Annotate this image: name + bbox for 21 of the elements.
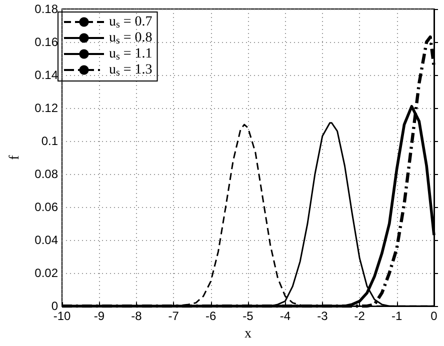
x-axis-title: x (244, 326, 252, 342)
y-tick-label: 0.1 (41, 134, 58, 148)
y-axis-title: f (8, 154, 22, 160)
x-tick-label: -2 (354, 309, 366, 324)
x-tick-label: -3 (317, 309, 328, 324)
x-tick-label: -6 (205, 309, 216, 324)
x-tick-label: 0 (430, 309, 438, 324)
y-tick-label: 0.02 (34, 266, 58, 280)
y-tick-label: 0.06 (34, 200, 58, 214)
y-tick-label: 0.14 (34, 68, 58, 82)
x-tick-label: -4 (280, 309, 291, 324)
y-tick-label: 0.12 (34, 101, 58, 116)
x-tick-label: -5 (242, 309, 254, 324)
y-tick-label: 0.18 (34, 2, 58, 16)
x-tick-label: -8 (131, 309, 142, 324)
x-tick-label: -1 (391, 309, 402, 324)
y-tick-label: 0.04 (34, 233, 58, 248)
y-tick-label: 0.08 (34, 167, 58, 182)
y-tick-label: 0.16 (34, 35, 58, 50)
x-tick-label: -7 (168, 309, 180, 324)
x-tick-label: -9 (94, 309, 105, 324)
